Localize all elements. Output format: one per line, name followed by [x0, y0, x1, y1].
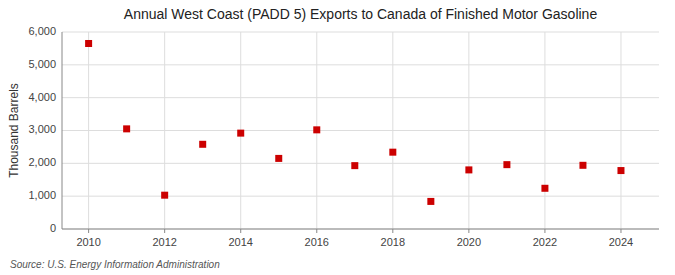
x-tick: [240, 229, 241, 233]
x-tick-label: 2014: [228, 236, 252, 248]
points: [85, 40, 624, 205]
y-tick-label: 0: [50, 222, 56, 234]
grid: [62, 32, 659, 229]
x-tick: [468, 229, 469, 233]
x-tick-label: 2024: [609, 236, 633, 248]
x-tick: [392, 229, 393, 233]
y-axis-line: [62, 32, 63, 229]
x-tick-label: 2010: [76, 236, 100, 248]
point: [465, 166, 472, 173]
x-grid-line: [544, 32, 545, 229]
x-grid-line: [620, 32, 621, 229]
point: [579, 162, 586, 169]
point: [85, 40, 92, 47]
point: [237, 130, 244, 137]
x-tick: [164, 229, 165, 233]
x-tick-label: 2018: [381, 236, 405, 248]
point: [541, 185, 548, 192]
y-grid-line: [62, 64, 659, 65]
point: [275, 155, 282, 162]
x-tick: [620, 229, 621, 233]
x-grid-line: [468, 32, 469, 229]
x-tick: [316, 229, 317, 233]
axes: 0 1,000 2,000 3,000 4,000 5,000 6,000 2010 2012 2…: [28, 25, 659, 248]
x-grid-line: [88, 32, 89, 229]
y-grid-line: [62, 97, 659, 98]
x-grid-line: [164, 32, 165, 229]
y-grid-line: [62, 229, 659, 230]
x-tick: [88, 229, 89, 233]
x-axis-line: [62, 229, 659, 230]
point: [503, 161, 510, 168]
y-grid-line: [62, 32, 659, 33]
point: [351, 162, 358, 169]
x-tick-label: 2016: [305, 236, 329, 248]
point: [161, 192, 168, 199]
title: Annual West Coast (PADD 5) Exports to Ca…: [124, 6, 598, 22]
source-note: Source: U.S. Energy Information Administ…: [10, 259, 220, 270]
y-tick-label: 3,000: [28, 123, 56, 135]
y-tick-label: 2,000: [28, 156, 56, 168]
chart: 0 1,000 2,000 3,000 4,000 5,000 6,000 2010 2012 2…: [0, 0, 675, 275]
x-tick-label: 2012: [152, 236, 176, 248]
x-tick: [544, 229, 545, 233]
x-tick-label: 2020: [457, 236, 481, 248]
x-grid-line: [392, 32, 393, 229]
point: [617, 167, 624, 174]
x-tick-label: 2022: [533, 236, 557, 248]
point: [123, 125, 130, 132]
y-tick-label: 6,000: [28, 25, 56, 37]
point: [427, 198, 434, 205]
point: [389, 149, 396, 156]
y-grid-line: [62, 163, 659, 164]
point: [313, 126, 320, 133]
y-tick-label: 5,000: [28, 58, 56, 70]
point: [199, 141, 206, 148]
y-axis-label: Thousand Barrels: [7, 83, 21, 178]
y-grid-line: [62, 196, 659, 197]
y-tick-label: 4,000: [28, 91, 56, 103]
y-grid-line: [62, 130, 659, 131]
y-tick-label: 1,000: [28, 189, 56, 201]
